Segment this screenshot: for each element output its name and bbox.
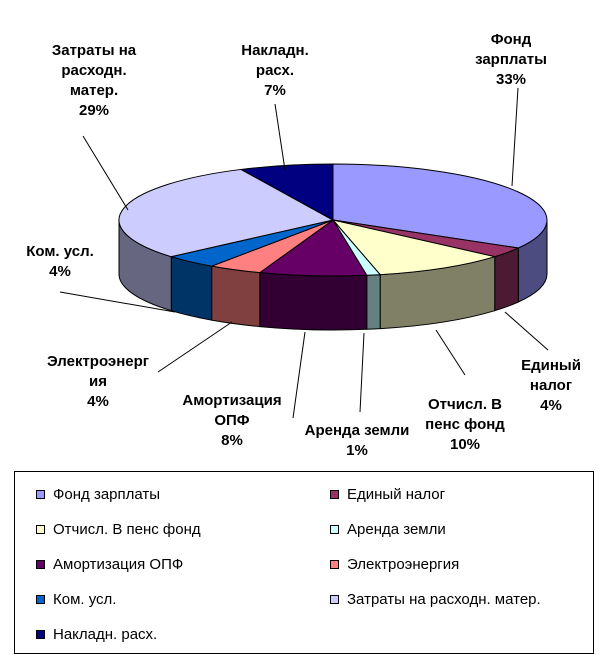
legend-item: Электроэнергия bbox=[330, 556, 459, 573]
legend-label: Затраты на расходн. матер. bbox=[347, 591, 541, 608]
side-5 bbox=[211, 265, 261, 328]
data-label-8: Накладн. расх. 7% bbox=[241, 42, 309, 99]
legend-item: Отчисл. В пенс фонд bbox=[36, 521, 201, 538]
leader-1 bbox=[504, 311, 549, 351]
legend-item: Накладн. расх. bbox=[36, 626, 157, 643]
legend-swatch bbox=[36, 525, 45, 534]
leader-5 bbox=[157, 321, 233, 373]
data-label-4: Амортизация ОПФ 8% bbox=[182, 392, 281, 449]
slice-2 bbox=[331, 219, 497, 276]
slice-7 bbox=[118, 168, 335, 258]
legend-label: Ком. усл. bbox=[53, 591, 117, 608]
legend: Фонд зарплаты Единый налог Отчисл. В пенс … bbox=[14, 471, 594, 654]
slice-4 bbox=[258, 219, 368, 277]
legend-item: Единый налог bbox=[330, 486, 445, 503]
leader-4 bbox=[292, 331, 306, 419]
slice-0 bbox=[332, 163, 548, 249]
legend-label: Отчисл. В пенс фонд bbox=[53, 521, 201, 538]
side-6 bbox=[170, 255, 213, 321]
data-label-5: Электроэнерг ия 4% bbox=[47, 353, 149, 410]
legend-label: Фонд зарплаты bbox=[53, 486, 161, 503]
legend-label: Накладн. расх. bbox=[53, 626, 158, 643]
side-1 bbox=[494, 247, 519, 312]
legend-swatch bbox=[36, 595, 45, 604]
legend-swatch bbox=[330, 525, 339, 534]
legend-item: Фонд зарплаты bbox=[36, 486, 160, 503]
data-label-7: Затраты на расходн. матер. 29% bbox=[52, 42, 137, 119]
legend-item: Ком. усл. bbox=[36, 591, 116, 608]
slice-8 bbox=[239, 163, 334, 221]
side-3 bbox=[366, 274, 381, 330]
legend-item: Амортизация ОПФ bbox=[36, 556, 183, 573]
legend-swatch bbox=[36, 560, 45, 569]
legend-item: Аренда земли bbox=[330, 521, 446, 538]
pie-depth bbox=[118, 219, 548, 331]
pie-slices bbox=[118, 163, 548, 277]
legend-item: Затраты на расходн. матер. bbox=[330, 591, 541, 608]
legend-label: Электроэнергия bbox=[347, 556, 460, 573]
data-label-0: Фонд зарплаты 33% bbox=[475, 31, 547, 88]
legend-swatch bbox=[330, 490, 339, 499]
legend-swatch bbox=[36, 490, 45, 499]
leader-6 bbox=[59, 291, 176, 313]
legend-label: Единый налог bbox=[347, 486, 446, 503]
legend-swatch bbox=[330, 560, 339, 569]
leader-7 bbox=[82, 135, 129, 211]
legend-label: Аренда земли bbox=[347, 521, 446, 538]
data-label-3: Аренда земли 1% bbox=[305, 422, 410, 459]
legend-swatch bbox=[330, 595, 339, 604]
legend-swatch bbox=[36, 630, 45, 639]
leader-3 bbox=[359, 332, 365, 413]
leader-2 bbox=[435, 329, 466, 376]
leader-0 bbox=[511, 87, 519, 187]
leader-lines bbox=[59, 87, 549, 419]
side-4 bbox=[259, 272, 368, 331]
data-label-6: Ком. усл. 4% bbox=[26, 243, 94, 280]
leader-8 bbox=[274, 103, 286, 171]
legend-label: Амортизация ОПФ bbox=[53, 556, 184, 573]
data-label-1: Единый налог 4% bbox=[521, 357, 581, 414]
